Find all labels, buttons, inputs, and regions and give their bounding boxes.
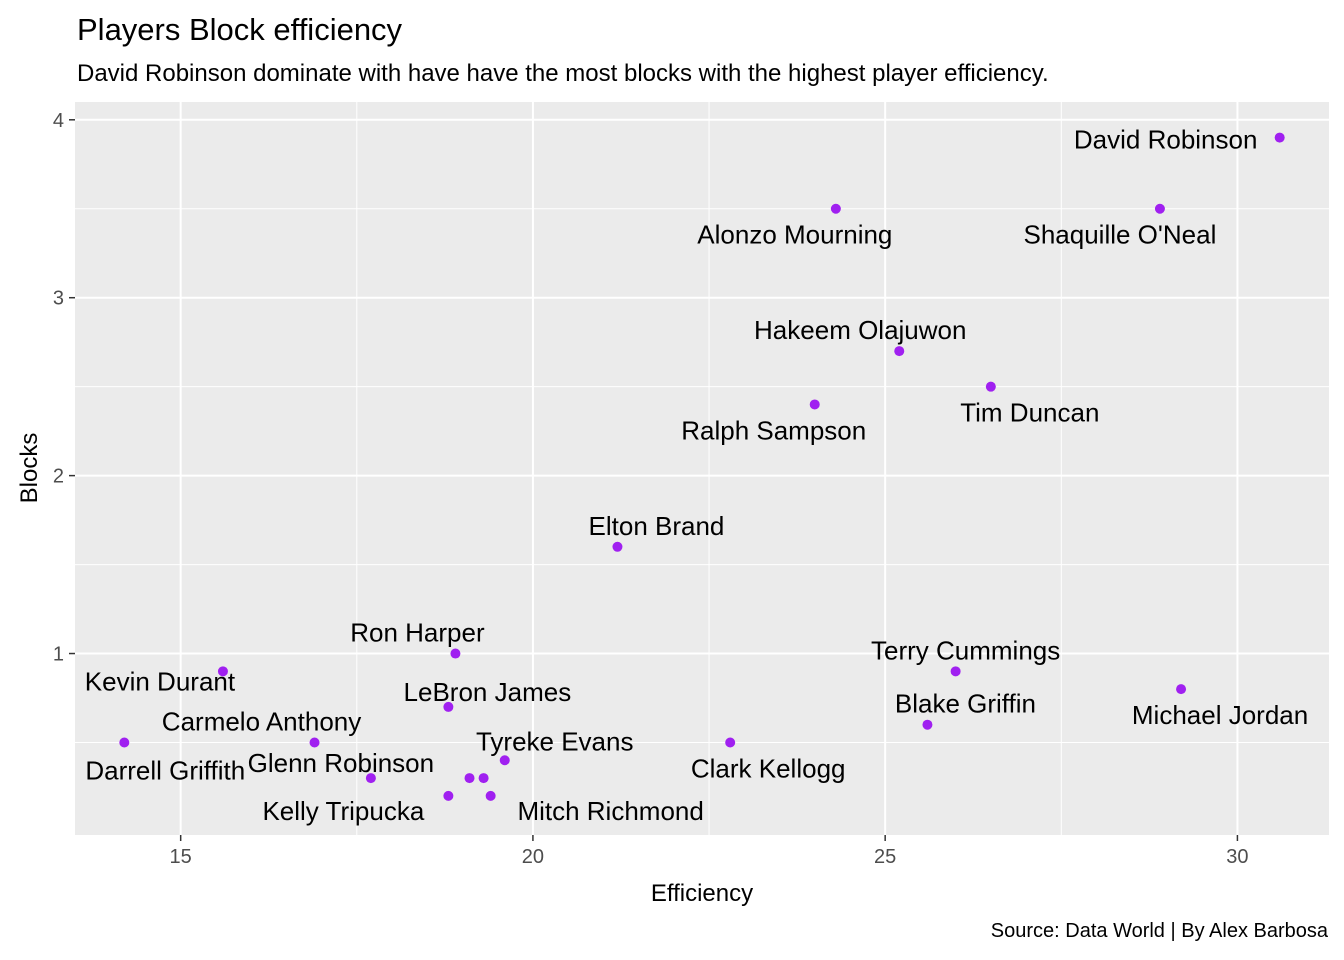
data-point	[309, 737, 320, 748]
data-point	[809, 399, 820, 410]
point-label: Shaquille O'Neal	[1023, 220, 1216, 250]
data-point	[985, 381, 996, 392]
data-point	[1274, 132, 1285, 143]
y-tick-label: 2	[53, 466, 64, 488]
plot-panel	[75, 102, 1329, 835]
data-point	[1176, 684, 1187, 695]
point-labels: David Robinson Alonzo Mourning Shaquille O…	[85, 125, 1308, 826]
point-label: Ralph Sampson	[681, 415, 866, 445]
data-point	[443, 701, 454, 712]
point-label: Alonzo Mourning	[697, 220, 892, 250]
data-point	[830, 203, 841, 214]
point-label: Kelly Tripucka	[262, 796, 424, 826]
data-point	[443, 790, 454, 801]
point-label: Hakeem Olajuwon	[754, 315, 966, 345]
data-point	[950, 666, 961, 677]
point-label: Ron Harper	[350, 618, 485, 648]
data-point	[478, 773, 489, 784]
data-point	[485, 790, 496, 801]
point-label: Glenn Robinson	[248, 748, 434, 778]
data-point	[612, 541, 623, 552]
data-point	[922, 719, 933, 730]
y-tick-label: 1	[53, 644, 64, 666]
point-label: Michael Jordan	[1132, 700, 1308, 730]
chart-subtitle: David Robinson dominate with have have t…	[77, 60, 1049, 87]
minor-gridlines	[75, 102, 1329, 835]
data-point	[119, 737, 130, 748]
data-points	[119, 132, 1285, 801]
point-label: Elton Brand	[589, 511, 725, 541]
point-label: Carmelo Anthony	[162, 706, 361, 736]
data-point	[1154, 203, 1165, 214]
point-label: David Robinson	[1074, 125, 1258, 155]
point-label: Terry Cummings	[871, 635, 1060, 665]
point-label: LeBron James	[404, 677, 572, 707]
x-tick-label: 25	[874, 846, 896, 868]
point-label: Tyreke Evans	[476, 726, 634, 756]
chart-title: Players Block efficiency	[77, 12, 403, 47]
x-tick-label: 30	[1226, 846, 1248, 868]
x-axis-title: Efficiency	[651, 880, 753, 907]
x-tick-label: 20	[522, 846, 544, 868]
point-label: Mitch Richmond	[517, 796, 703, 826]
data-point	[894, 346, 905, 357]
data-point	[450, 648, 461, 659]
x-tick-label: 15	[170, 846, 192, 868]
y-tick-label: 4	[53, 110, 64, 132]
point-label: Kevin Durant	[85, 666, 236, 696]
data-point	[365, 773, 376, 784]
y-tick-label: 3	[53, 288, 64, 310]
data-point	[217, 666, 228, 677]
y-axis-title: Blocks	[16, 433, 43, 504]
point-label: Tim Duncan	[960, 398, 1099, 428]
data-point	[499, 755, 510, 766]
point-label: Clark Kellogg	[691, 753, 846, 783]
point-label: Blake Griffin	[895, 689, 1036, 719]
chart-caption: Source: Data World | By Alex Barbosa	[990, 920, 1328, 942]
data-point	[725, 737, 736, 748]
axis-ticks: 15 20 25 30 1 2 3 4	[53, 110, 1249, 868]
major-gridlines	[75, 102, 1329, 835]
data-point	[464, 773, 475, 784]
point-label: Darrell Griffith	[85, 755, 245, 785]
